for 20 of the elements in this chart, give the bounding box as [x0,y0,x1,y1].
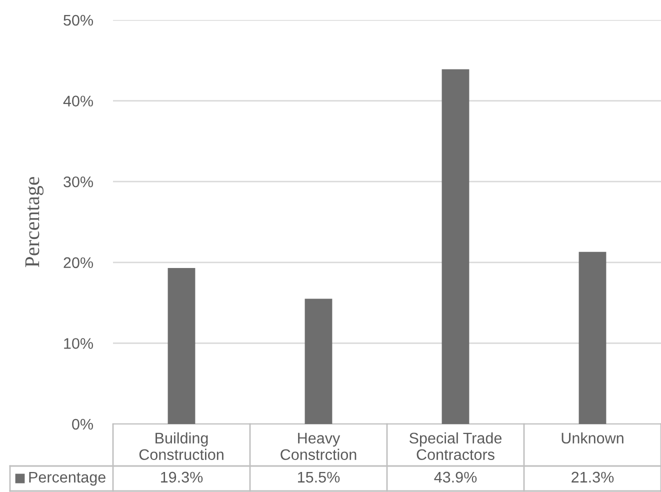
bar [578,252,606,424]
data-label: 19.3% [161,472,203,483]
y-tick-label: 20% [64,257,94,268]
y-tick-label: 50% [64,14,94,26]
y-tick-label: 40% [63,96,94,106]
data-label: 21.3% [572,472,614,483]
data-label: 15.5% [298,472,340,483]
y-tick-label: 0% [72,418,94,430]
legend-label: Percentage [29,472,106,486]
x-tick-label: Building Construction [139,432,224,460]
data-label: 43.9% [434,472,477,483]
x-tick-label: Unknown [562,432,624,444]
bar [442,69,470,424]
y-tick-label: 30% [64,176,94,188]
x-tick-label: Special Trade Contractors [409,432,502,460]
x-tick-label: Heavy Constrction [280,432,356,460]
bar [168,268,196,424]
bar [304,298,332,424]
y-tick-label: 10% [64,338,94,349]
y-axis-title: Percentage [25,177,44,268]
